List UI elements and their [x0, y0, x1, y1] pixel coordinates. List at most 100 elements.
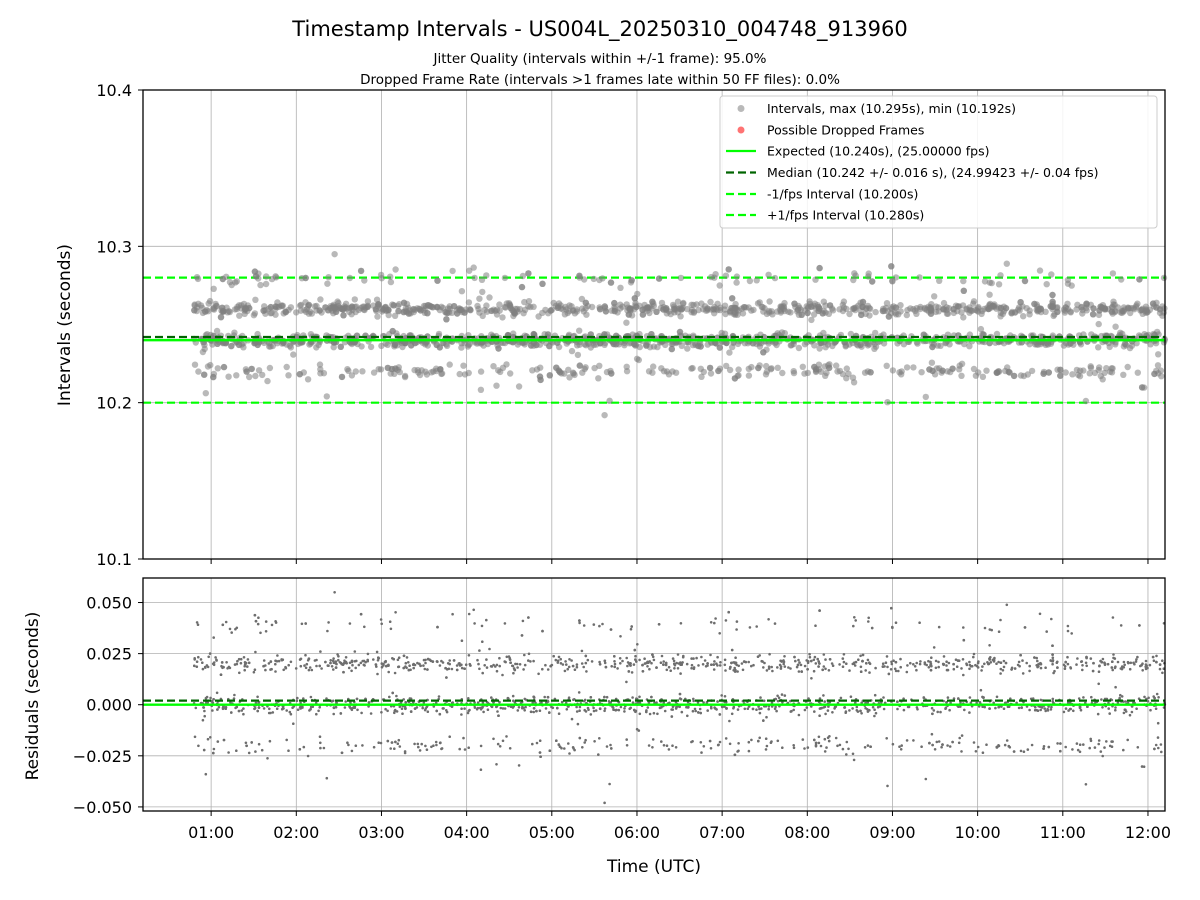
interval-point: [723, 339, 730, 347]
residual-point: [424, 744, 427, 748]
residual-point: [202, 706, 206, 709]
interval-point: [725, 266, 732, 273]
residual-point: [1130, 710, 1134, 714]
interval-point: [763, 368, 771, 375]
residual-point: [892, 659, 895, 662]
residual-point: [853, 664, 857, 667]
residual-point: [221, 623, 225, 627]
interval-point: [1083, 300, 1090, 307]
residual-point: [575, 665, 579, 669]
interval-point: [1106, 343, 1113, 351]
residual-point: [1070, 632, 1073, 635]
interval-point: [677, 274, 685, 282]
residual-point: [253, 707, 256, 711]
residual-point: [643, 657, 646, 660]
interval-point: [195, 368, 202, 375]
residual-point: [199, 658, 203, 661]
residual-point: [242, 707, 245, 710]
interval-point: [733, 273, 741, 280]
residual-point: [1116, 701, 1120, 704]
interval-point: [970, 365, 978, 373]
residual-point: [805, 659, 808, 662]
residual-point: [348, 622, 352, 625]
residual-point: [538, 751, 542, 754]
interval-point: [655, 275, 663, 282]
residual-point: [969, 701, 973, 704]
residual-point: [274, 670, 277, 673]
residual-point: [706, 709, 709, 712]
residual-point: [813, 655, 817, 659]
residual-point: [793, 655, 796, 659]
interval-point: [488, 307, 496, 315]
residual-point: [473, 706, 477, 709]
residual-point: [318, 735, 322, 738]
interval-point: [1039, 333, 1046, 341]
residual-point: [228, 627, 232, 631]
residual-point: [641, 663, 644, 667]
residual-point: [235, 705, 239, 709]
interval-point: [850, 276, 857, 284]
interval-point: [296, 302, 304, 309]
residual-point: [632, 663, 636, 666]
residual-point: [455, 664, 459, 667]
residual-point: [1119, 624, 1123, 627]
residual-point: [976, 745, 980, 749]
residual-point: [1122, 660, 1126, 664]
residual-point: [757, 705, 760, 708]
interval-point: [981, 278, 989, 285]
residual-point: [262, 707, 266, 710]
residual-point: [952, 697, 956, 700]
residual-point: [349, 706, 353, 710]
interval-point: [869, 278, 876, 285]
residual-point: [887, 672, 891, 676]
residual-point: [792, 708, 795, 712]
interval-point: [272, 303, 279, 310]
residual-point: [1146, 666, 1149, 670]
residual-point: [989, 661, 993, 664]
interval-point: [236, 312, 243, 319]
residual-point: [685, 705, 688, 709]
residual-point: [779, 667, 783, 670]
interval-point: [995, 281, 1003, 288]
interval-point: [668, 345, 675, 353]
interval-point: [353, 332, 361, 339]
residual-point: [890, 660, 893, 664]
interval-point: [892, 304, 900, 311]
residual-point: [747, 740, 751, 744]
interval-point: [649, 298, 656, 305]
residual-point: [947, 661, 951, 665]
residual-point: [931, 712, 934, 716]
residual-point: [1135, 658, 1138, 661]
interval-point: [611, 307, 618, 315]
residual-point: [1091, 669, 1095, 673]
residual-point: [300, 622, 304, 626]
residual-point: [814, 624, 817, 627]
residual-point: [701, 663, 705, 666]
interval-point: [1049, 298, 1056, 305]
interval-point: [997, 272, 1004, 279]
residual-point: [431, 660, 435, 663]
residual-point: [691, 709, 695, 713]
interval-point: [1109, 304, 1116, 311]
residual-point: [1093, 746, 1097, 749]
residual-point: [538, 709, 542, 712]
residual-point: [1128, 667, 1132, 671]
interval-point: [476, 295, 483, 302]
residual-point: [266, 757, 269, 760]
residual-point: [1081, 668, 1084, 672]
residual-point: [865, 662, 868, 665]
residual-point: [841, 747, 845, 751]
residual-point: [1050, 617, 1053, 621]
residual-point: [723, 705, 726, 708]
residual-point: [215, 691, 219, 695]
residual-point: [697, 664, 700, 667]
residual-point: [379, 618, 383, 621]
residual-point: [929, 662, 933, 666]
residual-point: [1085, 664, 1088, 668]
interval-point: [927, 305, 935, 313]
residual-point: [1021, 659, 1024, 662]
residual-point: [831, 711, 834, 714]
time-x-tick-label: 05:00: [529, 823, 575, 842]
interval-point: [266, 343, 273, 350]
interval-point: [779, 369, 786, 377]
